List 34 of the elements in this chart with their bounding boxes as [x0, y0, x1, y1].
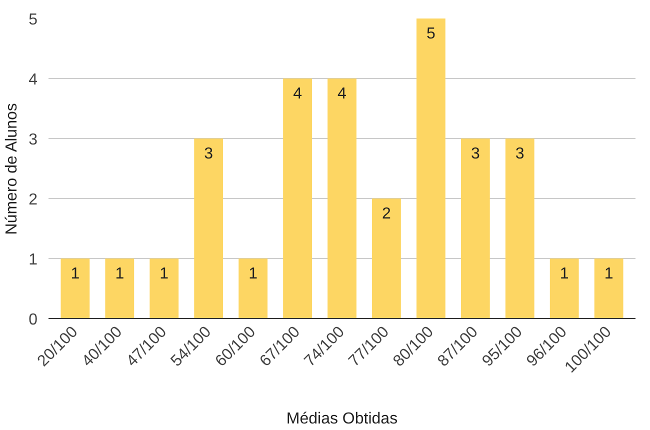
bar	[416, 18, 446, 318]
bar	[550, 258, 579, 318]
data-label: 1	[604, 266, 614, 282]
data-label: 3	[204, 146, 214, 162]
y-tick-label: 1	[28, 252, 38, 268]
y-tick-label: 2	[28, 192, 38, 208]
bar	[238, 258, 268, 318]
data-label: 4	[293, 86, 302, 102]
bar	[150, 258, 179, 318]
bar	[460, 138, 490, 318]
y-tick-label: 3	[28, 132, 38, 148]
data-label: 1	[248, 266, 258, 282]
bar	[505, 138, 534, 318]
bar	[328, 78, 356, 318]
bar	[105, 258, 134, 318]
bar	[194, 138, 224, 318]
data-label: 4	[338, 86, 347, 102]
data-label: 1	[70, 266, 80, 282]
bar	[594, 258, 624, 318]
y-tick-label: 4	[28, 72, 38, 88]
data-label: 1	[160, 266, 169, 282]
data-label: 3	[470, 146, 480, 162]
x-axis-title: Médias Obtidas	[286, 410, 398, 428]
y-axis-title: Número de Alunos	[4, 103, 21, 235]
data-label: 5	[426, 26, 436, 42]
bar	[60, 258, 90, 318]
data-label: 3	[515, 146, 524, 162]
y-tick-label: 0	[28, 312, 38, 328]
y-tick-label: 5	[28, 12, 38, 28]
bar	[283, 78, 312, 318]
data-label: 1	[560, 266, 569, 282]
data-label: 2	[382, 206, 392, 222]
bar	[372, 198, 401, 318]
data-label: 1	[115, 266, 124, 282]
